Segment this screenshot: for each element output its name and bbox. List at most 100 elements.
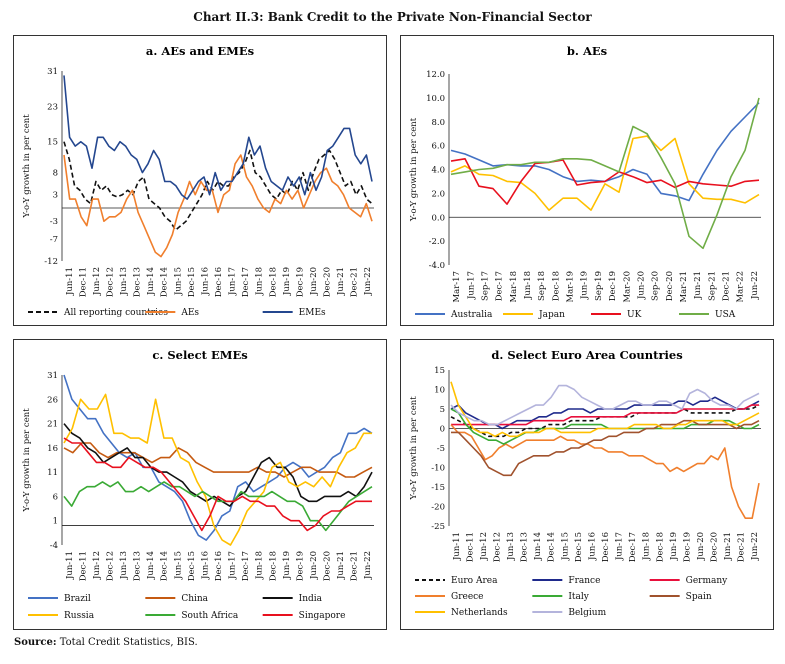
x-tick-label: Dec-17 <box>495 271 505 301</box>
series-line-spain <box>451 419 760 477</box>
x-tick-label: Jun-12 <box>92 551 102 580</box>
legend-label: All reporting countries <box>63 308 168 318</box>
y-tick-label: 2.0 <box>431 189 445 199</box>
panel-b: b. AEs Y-o-Y growth in per cent 12.0 10.0 8.… <box>400 35 774 326</box>
x-tick-label: Dec-19 <box>295 267 305 297</box>
series-line-india <box>63 423 373 507</box>
x-tick-label: Dec-13 <box>133 267 143 297</box>
legend-label: Singapore <box>299 611 346 621</box>
y-tick-label: 31 <box>47 67 58 77</box>
legend-label: UK <box>627 310 642 320</box>
series-line-south-africa <box>63 481 373 532</box>
x-tick-label: Jun-20 <box>309 267 319 296</box>
y-tick-label: 3 <box>53 191 58 201</box>
x-tick-label: Dec-18 <box>551 271 561 301</box>
legend-label: USA <box>715 310 736 320</box>
x-tick-label: Jun-12 <box>479 532 489 561</box>
x-tick-label: Sep-18 <box>537 271 547 301</box>
legend-label: Euro Area <box>451 576 498 586</box>
x-tick-label: Dec-16 <box>214 267 224 297</box>
legend-label: Russia <box>64 611 95 621</box>
y-tick-label: 4.0 <box>431 166 445 176</box>
x-tick-label: Dec-13 <box>520 532 530 562</box>
panel-d: d. Select Euro Area Countries Y-o-Y growt… <box>400 339 774 630</box>
x-tick-label: Dec-11 <box>465 532 475 562</box>
source-text: Total Credit Statistics, BIS. <box>59 637 198 648</box>
y-tick-label: 11 <box>47 468 58 478</box>
series-line-netherlands <box>450 381 760 438</box>
x-tick-label: Mar-19 <box>566 271 576 303</box>
chart-title: a. AEs and EMEs <box>146 44 254 58</box>
y-tick-label: -15 <box>431 483 445 493</box>
x-tick-label: Jun-20 <box>696 532 706 561</box>
y-tick-label: 10 <box>434 386 445 396</box>
x-tick-label: Dec-19 <box>608 271 618 301</box>
y-tick-label: 26 <box>47 395 58 405</box>
chart-title: c. Select EMEs <box>152 348 247 362</box>
legend-label: Japan <box>538 310 565 320</box>
series-line-uk <box>450 158 760 205</box>
x-tick-label: Jun-22 <box>750 532 760 561</box>
x-tick-label: Jun-20 <box>636 271 646 300</box>
x-tick-label: Dec-15 <box>187 267 197 297</box>
legend-label: Germany <box>686 576 729 586</box>
x-tick-label: Jun-18 <box>642 532 652 561</box>
x-tick-label: Dec-11 <box>78 551 88 581</box>
y-tick-label: 15 <box>434 366 445 376</box>
y-axis-label: Y-o-Y growth in per cent <box>409 396 419 501</box>
y-axis-label: Y-o-Y growth in per cent <box>409 117 419 222</box>
x-tick-label: Jun-22 <box>363 551 373 580</box>
x-tick-label: Dec-20 <box>665 271 675 301</box>
x-tick-label: Jun-22 <box>750 271 760 300</box>
x-tick-label: Jun-16 <box>200 267 210 296</box>
x-tick-label: Jun-17 <box>228 551 238 580</box>
y-tick-label: -20 <box>431 503 445 513</box>
chart-title: b. AEs <box>567 44 607 58</box>
x-tick-label: Jun-21 <box>336 551 346 580</box>
x-tick-label: Dec-16 <box>601 532 611 562</box>
x-tick-label: Jun-17 <box>466 271 476 300</box>
y-tick-label: -4 <box>50 541 58 551</box>
x-tick-label: Jun-14 <box>146 267 156 296</box>
x-tick-label: Dec-12 <box>105 267 115 297</box>
series-line-emes <box>63 75 373 200</box>
y-axis-label: Y-o-Y growth in per cent <box>22 114 32 219</box>
x-tick-label: Jun-21 <box>723 532 733 561</box>
x-tick-label: Dec-19 <box>295 551 305 581</box>
x-tick-label: Dec-21 <box>737 532 747 562</box>
x-tick-label: Dec-14 <box>160 551 170 581</box>
y-tick-label: 0.0 <box>431 213 445 223</box>
x-tick-label: Sep-20 <box>651 271 661 301</box>
x-tick-label: Mar-20 <box>622 271 632 303</box>
chart-svg-1: a. AEs and EMEs Y-o-Y growth in per cent 3… <box>22 44 374 318</box>
x-tick-label: Jun-21 <box>336 267 346 296</box>
x-tick-label: Dec-18 <box>655 532 665 562</box>
legend-label: EMEs <box>299 308 326 318</box>
x-tick-label: Jun-15 <box>173 551 183 580</box>
legend-label: AEs <box>180 308 199 318</box>
x-tick-label: Dec-12 <box>492 532 502 562</box>
panel-c: c. Select EMEs Y-o-Y growth in per cent 31… <box>13 339 387 630</box>
x-tick-label: Sep-17 <box>480 271 490 301</box>
y-tick-label: 1 <box>53 517 58 527</box>
legend-label: Belgium <box>568 608 606 618</box>
x-tick-label: Jun-11 <box>65 267 75 296</box>
x-tick-label: Jun-11 <box>452 532 462 561</box>
series-line-russia <box>63 393 372 546</box>
x-tick-label: Jun-12 <box>92 267 102 296</box>
y-tick-label: -4.0 <box>429 261 445 271</box>
x-tick-label: Jun-13 <box>119 551 129 580</box>
x-tick-label: Dec-14 <box>160 267 170 297</box>
chart-svg-3: c. Select EMEs Y-o-Y growth in per cent 31… <box>22 348 374 621</box>
series-line-germany <box>451 404 759 426</box>
chart-title: d. Select Euro Area Countries <box>491 348 682 362</box>
source-note: Source: Total Credit Statistics, BIS. <box>14 637 198 648</box>
chart-svg-4: d. Select Euro Area Countries Y-o-Y growt… <box>409 348 761 618</box>
series-line-china <box>63 442 373 478</box>
x-tick-label: Jun-19 <box>282 267 292 296</box>
y-tick-label: 16 <box>47 444 58 454</box>
y-tick-label: 8 <box>53 169 58 179</box>
panel-a: a. AEs and EMEs Y-o-Y growth in per cent 3… <box>13 35 387 326</box>
legend-label: China <box>181 594 208 604</box>
x-tick-label: Sep-21 <box>707 271 717 301</box>
